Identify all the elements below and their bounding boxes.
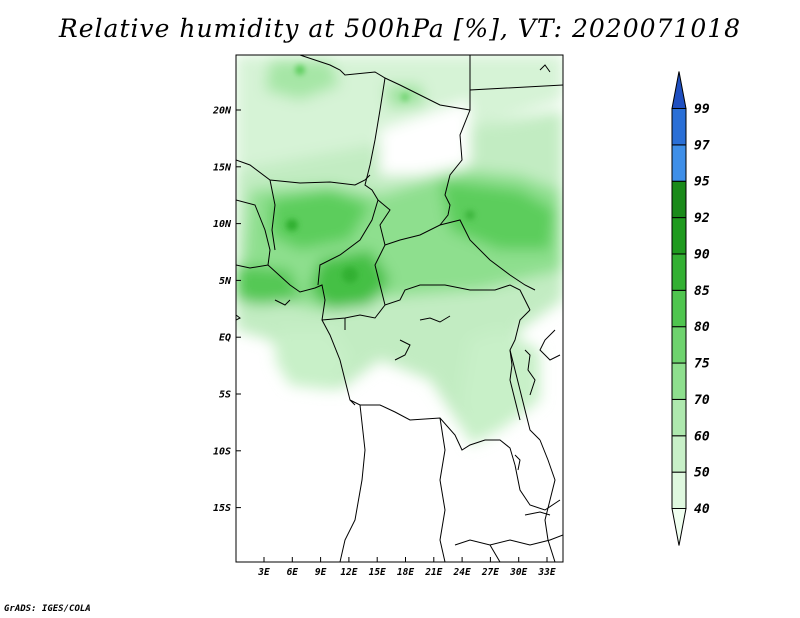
- lon-tick-label: 33E: [537, 567, 555, 578]
- colorbar-segment: [671, 144, 687, 182]
- colorbar-segment: [671, 253, 687, 291]
- colorbar-label: 70: [694, 393, 710, 408]
- lon-tick-label: 12E: [340, 567, 357, 578]
- colorbar-segment: [671, 289, 687, 328]
- lat-tick-label: 15S: [213, 503, 231, 514]
- colorbar-segment: [671, 398, 687, 437]
- lon-tick-label: 30E: [509, 567, 527, 578]
- map-frame: [235, 54, 564, 563]
- colorbar-segment: [671, 362, 687, 400]
- lon-tick-label: 9E: [315, 567, 327, 578]
- colorbar-upper-triangle: [671, 71, 687, 109]
- colorbar-label: 97: [694, 138, 710, 153]
- colorbar-label: 95: [694, 175, 710, 190]
- colorbar: 40 50 60 70 75 80 85 90 92 95 97 99: [671, 71, 710, 546]
- lon-tick-label: 27E: [481, 567, 499, 578]
- lon-tick-label: 6E: [287, 567, 299, 578]
- longitude-axis: 3E 6E 9E 12E 15E 18E 21E 24E 27E 30E 33E: [257, 557, 556, 578]
- colorbar-segment: [671, 471, 687, 509]
- colorbar-label: 90: [694, 247, 710, 262]
- lat-tick-label: 15N: [213, 162, 232, 173]
- country-borders: [236, 55, 563, 562]
- grads-credit: GrADS: IGES/COLA: [4, 604, 91, 614]
- lat-tick-label: 20N: [212, 106, 232, 117]
- colorbar-label: 50: [694, 466, 710, 481]
- colorbar-label: 85: [694, 284, 710, 299]
- colorbar-segment: [671, 108, 687, 146]
- lat-tick-label: 10N: [213, 219, 232, 230]
- colorbar-label: 75: [694, 357, 710, 372]
- humidity-field: [236, 55, 563, 562]
- latitude-axis: 20N 15N 10N 5N EQ 5S 10S 15S: [212, 106, 241, 514]
- colorbar-label: 40: [694, 502, 710, 517]
- lon-tick-label: 21E: [424, 567, 442, 578]
- colorbar-segment: [671, 435, 687, 473]
- lon-tick-label: 3E: [257, 567, 270, 578]
- lon-tick-label: 18E: [397, 567, 414, 578]
- lat-tick-label: EQ: [219, 333, 231, 344]
- colorbar-lower-triangle: [671, 508, 687, 546]
- lon-tick-label: 24E: [453, 567, 471, 578]
- lon-tick-label: 15E: [369, 567, 386, 578]
- lat-tick-label: 5N: [219, 276, 232, 287]
- colorbar-label: 92: [694, 211, 710, 226]
- lat-tick-label: 5S: [219, 390, 231, 401]
- colorbar-label: 60: [694, 429, 710, 444]
- colorbar-segment: [671, 217, 687, 255]
- colorbar-segment: [671, 180, 687, 219]
- lat-tick-label: 10S: [213, 446, 231, 457]
- colorbar-label: 80: [694, 320, 710, 335]
- colorbar-label: 99: [694, 102, 710, 117]
- map-title: Relative humidity at 500hPa [%], VT: 202…: [58, 14, 742, 43]
- colorbar-segment: [671, 326, 687, 364]
